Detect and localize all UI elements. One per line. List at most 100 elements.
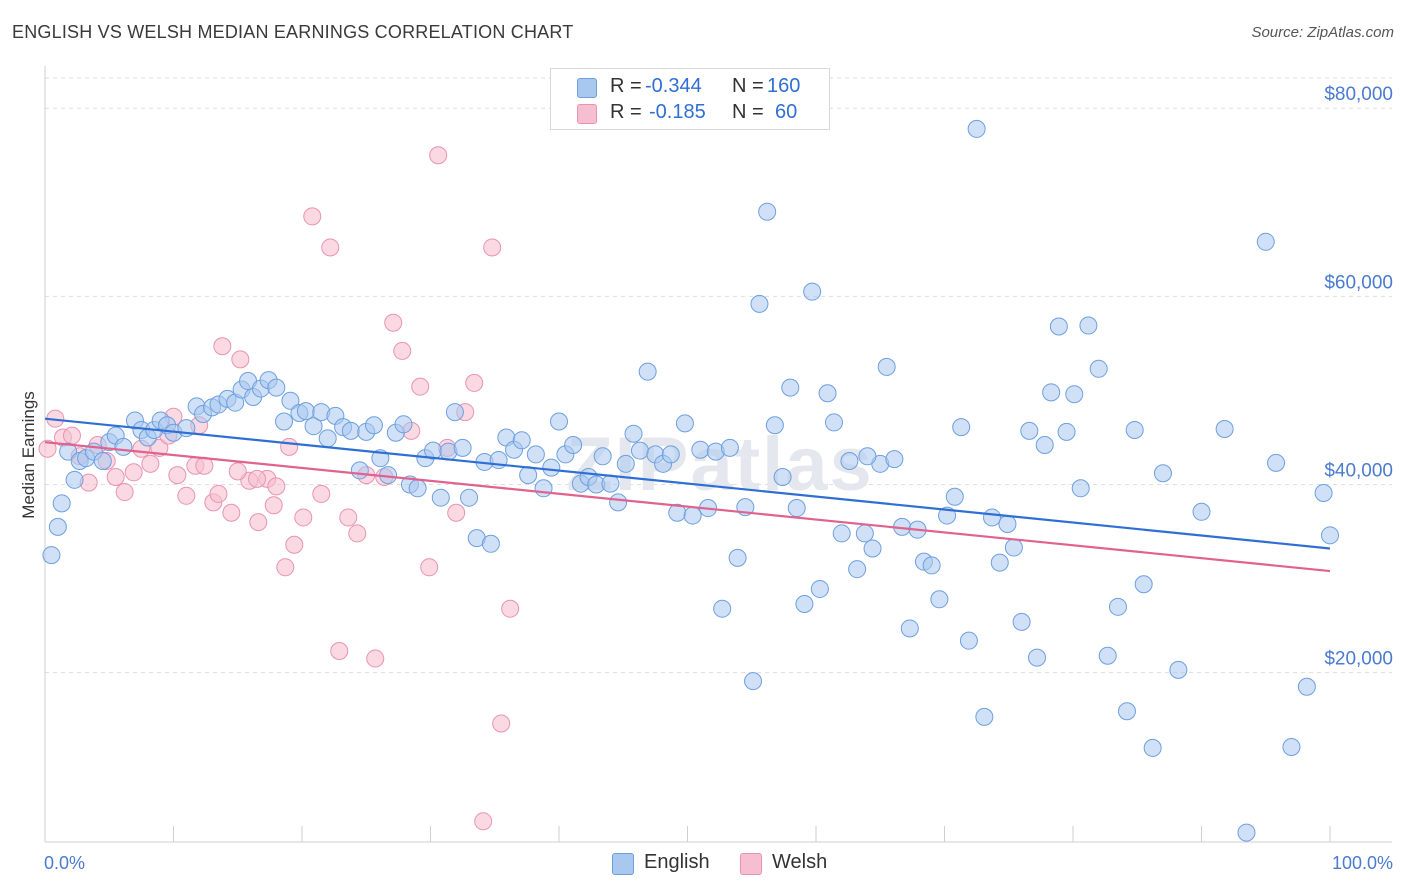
english-point xyxy=(744,672,763,691)
english-point xyxy=(1035,436,1054,455)
english-point xyxy=(840,452,859,470)
welsh-point xyxy=(285,535,304,554)
english-point xyxy=(781,378,800,397)
english-point xyxy=(1237,823,1256,842)
y-tick-label: $80,000 xyxy=(1324,84,1393,105)
english-r-label: R = xyxy=(610,75,642,97)
english-point xyxy=(1020,421,1039,440)
english-point xyxy=(1297,677,1316,696)
english-points xyxy=(42,119,1339,842)
english-point xyxy=(1256,232,1275,251)
english-point xyxy=(810,579,829,598)
x-tick-label-min: 0.0% xyxy=(44,853,85,873)
english-point xyxy=(1089,359,1108,378)
english-point xyxy=(1282,737,1301,756)
english-point xyxy=(1071,479,1090,498)
welsh-r-label: R = xyxy=(610,101,642,123)
welsh-point xyxy=(267,477,286,496)
english-point xyxy=(818,384,837,403)
english-point xyxy=(765,416,784,435)
english-point xyxy=(1169,660,1188,679)
english-point xyxy=(526,445,545,464)
english-n-value: 160 xyxy=(767,75,801,97)
english-point xyxy=(1192,502,1211,521)
english-r-value: -0.344 xyxy=(645,75,702,97)
english-point xyxy=(1143,738,1162,757)
trend-lines xyxy=(44,417,1331,573)
english-point xyxy=(691,440,710,459)
english-point xyxy=(675,414,694,433)
welsh-point xyxy=(501,599,520,618)
english-point xyxy=(922,556,941,575)
english-point xyxy=(967,119,986,138)
english-point xyxy=(983,508,1002,527)
welsh-point xyxy=(447,503,466,522)
welsh-point xyxy=(231,350,250,369)
english-point xyxy=(481,534,500,553)
english-point xyxy=(1125,420,1144,439)
english-point xyxy=(713,599,732,618)
welsh-point xyxy=(465,373,484,392)
x-tick-label-max: 100.0% xyxy=(1332,853,1393,873)
english-point xyxy=(1108,597,1127,616)
y-tick-label: $40,000 xyxy=(1324,461,1393,482)
welsh-point xyxy=(213,337,232,356)
english-point xyxy=(601,474,620,493)
welsh-swatch xyxy=(577,104,597,124)
english-point xyxy=(1028,648,1047,667)
welsh-point xyxy=(429,146,448,165)
english-point xyxy=(900,619,919,638)
welsh-point xyxy=(474,812,493,831)
english-point xyxy=(42,546,61,565)
english-point xyxy=(48,517,67,536)
welsh-point xyxy=(248,469,267,488)
welsh-point xyxy=(249,513,268,532)
english-point xyxy=(1134,575,1153,594)
english-point xyxy=(93,452,112,470)
english-point xyxy=(512,431,531,450)
bottom-english-label: English xyxy=(644,851,710,873)
english-point xyxy=(52,494,71,513)
english-point xyxy=(1098,646,1117,665)
welsh-point xyxy=(339,508,358,527)
welsh-point xyxy=(177,486,196,505)
english-point xyxy=(394,415,413,434)
welsh-point xyxy=(280,437,299,456)
welsh-point xyxy=(150,438,169,457)
english-point xyxy=(281,391,300,410)
english-point xyxy=(824,413,843,432)
english-point xyxy=(1004,538,1023,557)
english-point xyxy=(1012,612,1031,631)
english-point xyxy=(661,445,680,464)
english-point xyxy=(114,437,133,456)
english-point xyxy=(848,560,867,579)
english-point xyxy=(773,467,792,486)
english-point xyxy=(930,590,949,609)
welsh-point xyxy=(294,508,313,527)
english-point xyxy=(624,424,643,443)
english-point xyxy=(542,458,561,477)
english-point xyxy=(683,506,702,525)
english-point xyxy=(728,548,747,567)
welsh-point xyxy=(312,484,331,503)
english-point xyxy=(275,412,294,431)
welsh-point xyxy=(62,426,81,445)
welsh-point xyxy=(38,439,57,458)
x-tick-labels: 0.0% 100.0% xyxy=(44,853,1393,873)
welsh-n-label: N = xyxy=(732,101,764,123)
english-trend-line xyxy=(44,417,1331,550)
welsh-point xyxy=(330,642,349,661)
english-point xyxy=(1321,526,1339,545)
english-point xyxy=(431,488,450,507)
welsh-point xyxy=(106,467,125,486)
english-point xyxy=(863,539,882,558)
welsh-points xyxy=(38,146,520,831)
bottom-welsh-label: Welsh xyxy=(772,851,828,873)
english-point xyxy=(1314,483,1333,502)
welsh-trend-line xyxy=(44,441,1331,573)
welsh-point xyxy=(209,484,228,503)
welsh-point xyxy=(228,462,247,481)
english-point xyxy=(1117,702,1136,721)
welsh-point xyxy=(276,558,295,577)
